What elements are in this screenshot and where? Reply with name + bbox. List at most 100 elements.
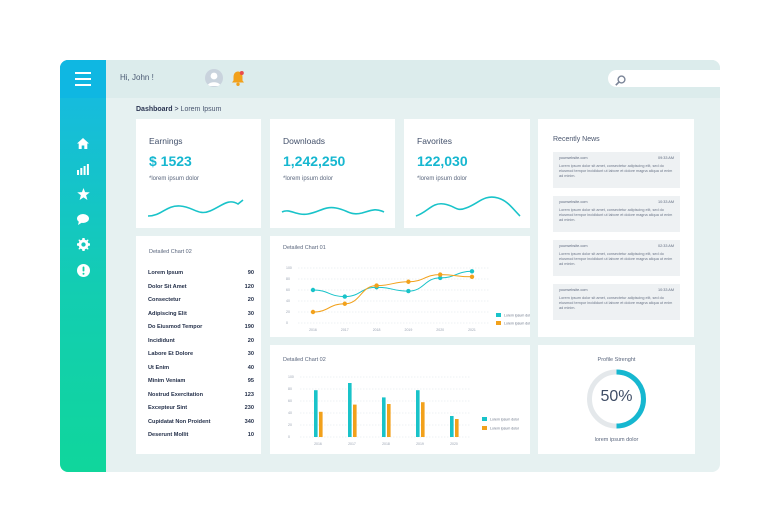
list-item: Minim Veniam 95 [148, 378, 254, 392]
legend-label: Lorem ipsum dolor [504, 314, 530, 318]
news-card: Recently News yourwebsite.com 09:33 AM Lor… [538, 119, 694, 337]
data-point [342, 294, 347, 299]
list-item-value: 10 [247, 432, 254, 438]
detail-list: Lorem Ipsum 90 Dolor Sit Amet 120 Consectetu… [148, 270, 254, 446]
news-site: yourwebsite.com [559, 156, 588, 160]
favorites-sparkline [415, 196, 521, 217]
news-text: Lorem ipsum dolor sit amet, consectetur … [559, 164, 673, 178]
list-item-value: 90 [247, 270, 254, 276]
y-tick-label: 0 [288, 435, 290, 439]
x-tick-label: 2019 [416, 442, 424, 446]
bar-chart-card: Detailed Chart 02 100 80 60 40 20 0 2016 2017 20… [270, 345, 530, 454]
search-icon [615, 73, 626, 86]
list-item: Nostrud Exercitation 123 [148, 392, 254, 406]
news-item[interactable]: yourwebsite.com 02:33 AM Lorem ipsum dolor… [553, 240, 680, 276]
y-tick-label: 80 [286, 277, 290, 281]
y-tick-label: 40 [286, 299, 290, 303]
list-item: Lorem Ipsum 90 [148, 270, 254, 284]
bar [450, 416, 454, 437]
news-item[interactable]: yourwebsite.com 10:33 AM Lorem ipsum dolor… [553, 196, 680, 232]
avatar[interactable] [205, 69, 223, 87]
list-item-label: Excepteur Sint [148, 405, 188, 411]
gear-icon[interactable] [74, 235, 92, 253]
stat-subtitle: *lorem ipsum dolor [283, 176, 334, 182]
list-item: Incididunt 20 [148, 338, 254, 352]
x-tick-label: 2020 [450, 442, 458, 446]
list-item-value: 340 [244, 418, 254, 425]
bar [319, 411, 323, 437]
y-tick-label: 60 [286, 288, 290, 292]
chart-title: Detailed Chart 01 [283, 245, 326, 251]
legend-label: Lorem ipsum dolor [490, 427, 520, 431]
bar [455, 419, 459, 437]
breadcrumb-current[interactable]: Dashboard [136, 106, 173, 113]
x-tick-label: 2016 [314, 442, 322, 446]
chat-icon[interactable] [74, 210, 92, 228]
stat-subtitle: *lorem ipsum dolor [149, 176, 200, 182]
alert-icon[interactable] [74, 261, 92, 279]
earnings-sparkline [147, 199, 244, 217]
list-item-value: 230 [244, 405, 254, 411]
bar [421, 402, 425, 437]
news-site: yourwebsite.com [559, 244, 588, 248]
news-title: Recently News [553, 136, 600, 143]
star-icon[interactable] [74, 185, 92, 203]
stat-value: 122,030 [417, 153, 468, 169]
list-item-label: Ut Enim [148, 364, 170, 371]
chart-title: Detailed Chart 02 [283, 357, 326, 363]
bar [416, 390, 420, 437]
legend-swatch [496, 321, 501, 325]
legend-swatch [482, 426, 487, 430]
news-item[interactable]: yourwebsite.com 09:33 AM Lorem ipsum dolor… [553, 152, 680, 188]
news-time: 09:33 AM [657, 156, 674, 160]
list-item: Adipiscing Elit 30 [148, 311, 254, 325]
line-chart-card: Detailed Chart 01 100 80 60 40 20 0 2016 2017 20… [270, 236, 530, 337]
list-item: Cupidatat Non Proident 340 [148, 419, 254, 433]
y-tick-label: 80 [288, 387, 292, 391]
ring-progress [616, 369, 646, 429]
list-item: Excepteur Sint 230 [148, 405, 254, 419]
list-item-label: Labore Et Dolore [148, 351, 194, 357]
breadcrumb: Dashboard > Lorem Ipsum [136, 106, 221, 113]
line-chart: 100 80 60 40 20 0 2016 2017 2018 2019 2020 2021 Lore… [286, 266, 530, 332]
bar [348, 383, 352, 437]
list-item-value: 120 [244, 283, 254, 290]
y-tick-label: 100 [286, 266, 292, 270]
bar-chart-icon[interactable] [74, 160, 92, 178]
list-item: Labore Et Dolore 30 [148, 351, 254, 365]
list-item-value: 190 [244, 324, 254, 330]
data-point [406, 279, 411, 284]
news-site: yourwebsite.com [559, 200, 588, 204]
news-time: 02:33 AM [657, 244, 674, 248]
y-tick-label: 100 [288, 375, 294, 379]
home-icon[interactable] [74, 134, 92, 152]
stat-value: $ 1523 [149, 153, 192, 169]
news-item[interactable]: yourwebsite.com 10:33 AM Lorem ipsum dolor… [553, 284, 680, 320]
news-text: Lorem ipsum dolor sit amet, consectetur … [559, 208, 673, 222]
hamburger-icon [75, 70, 91, 88]
y-tick-label: 60 [288, 399, 292, 403]
breadcrumb-child: Lorem Ipsum [180, 106, 222, 113]
downloads-card: Downloads 1,242,250 *lorem ipsum dolor [270, 119, 395, 228]
list-item-label: Incididunt [148, 337, 175, 344]
dashboard-frame: Hi, John ! Dashboard > Lorem Ipsum Earni… [60, 60, 720, 472]
bell-icon[interactable] [231, 70, 247, 88]
data-point [469, 274, 475, 279]
downloads-sparkline [281, 206, 385, 216]
favorites-card: Favorites 122,030 *lorem ipsum dolor [404, 119, 530, 228]
bar [382, 397, 386, 437]
bar [353, 404, 357, 437]
earnings-card: Earnings $ 1523 *lorem ipsum dolor [136, 119, 261, 228]
legend-label: Lorem ipsum dolor [490, 418, 520, 422]
data-point [310, 309, 316, 315]
profile-strength-card: Profile Strenght 50% lorem ipsum dolor [538, 345, 695, 454]
list-item: Consectetur 20 [148, 297, 254, 311]
list-item: Deserunt Mollit 10 [148, 432, 254, 446]
menu-button[interactable] [60, 60, 106, 98]
series-line [312, 270, 473, 298]
greeting: Hi, John ! [120, 73, 154, 82]
search-input[interactable] [608, 70, 720, 87]
y-tick-label: 0 [286, 321, 288, 325]
data-point [374, 283, 379, 288]
news-text: Lorem ipsum dolor sit amet, consectetur … [559, 252, 673, 266]
